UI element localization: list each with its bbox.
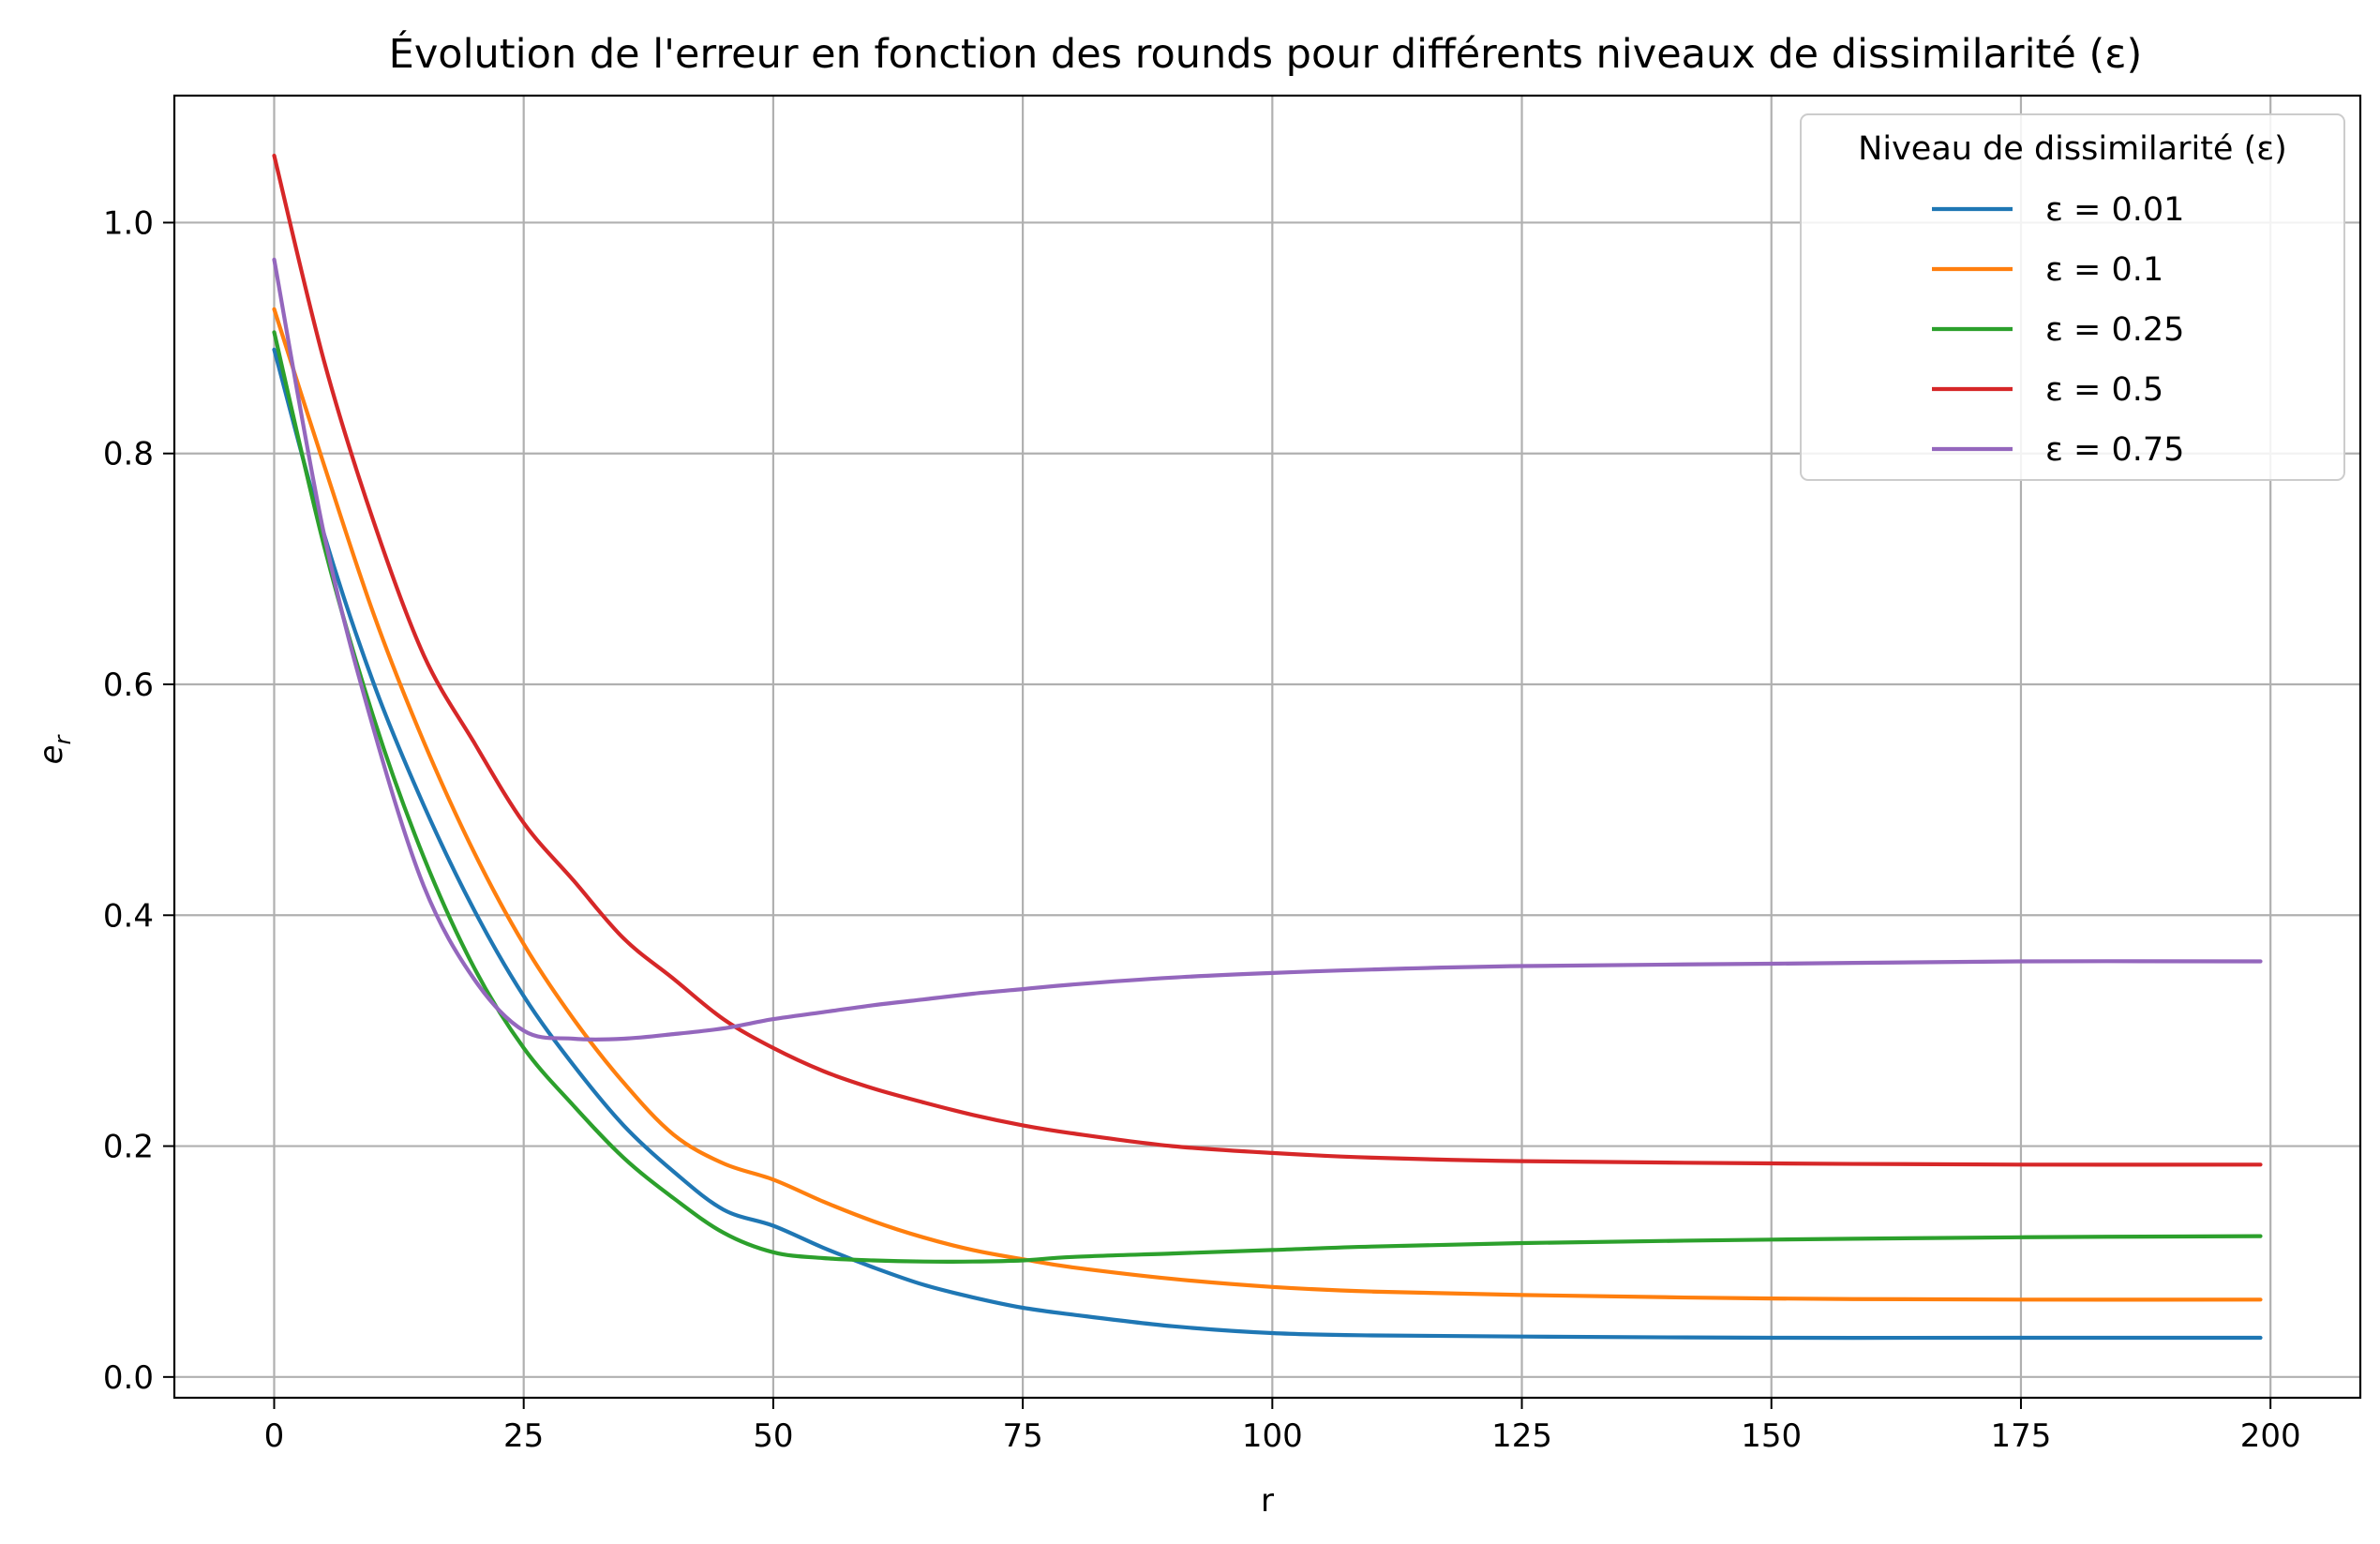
x-tick-label: 200 <box>2240 1417 2301 1455</box>
y-tick-label: 0.2 <box>103 1129 154 1166</box>
y-axis-label-subscript: r <box>50 733 76 744</box>
legend-label-1: ε = 0.01 <box>2045 191 2184 229</box>
x-axis-label: r <box>1261 1482 1274 1520</box>
series-line-5 <box>272 257 2263 1042</box>
x-tick-label: 150 <box>1741 1417 1802 1455</box>
axis-ticks: 0 25 50 75 100 125 150 175 200 0.0 0.2 0.4 0.6 0.8 1.0 <box>103 204 2301 1455</box>
y-tick-label: 1.0 <box>103 204 154 242</box>
chart-title: Évolution de l'erreur en fonction des ro… <box>389 30 2143 78</box>
x-tick-label: 50 <box>753 1417 793 1455</box>
y-tick-label: 0.6 <box>103 667 154 704</box>
series-line-1 <box>272 347 2263 1341</box>
legend-label-4: ε = 0.5 <box>2045 371 2163 409</box>
legend-label-2: ε = 0.1 <box>2045 251 2163 289</box>
series-line-2 <box>272 307 2263 1302</box>
legend-title: Niveau de dissimilarité (ε) <box>1858 130 2287 168</box>
x-tick-label: 125 <box>1491 1417 1552 1455</box>
x-tick-label: 175 <box>1991 1417 2052 1455</box>
legend-label-5: ε = 0.75 <box>2045 431 2184 469</box>
y-tick-label: 0.0 <box>103 1359 154 1397</box>
legend-label-3: ε = 0.25 <box>2045 311 2184 349</box>
y-axis-label-main: e <box>33 744 70 764</box>
x-tick-label: 75 <box>1002 1417 1042 1455</box>
legend-items: ε = 0.01 ε = 0.1 ε = 0.25 ε = 0.5 ε = 0.75 <box>1932 191 2184 469</box>
plot-frame <box>172 94 2362 1400</box>
x-tick-label: 100 <box>1242 1417 1303 1455</box>
x-tick-label: 25 <box>503 1417 544 1455</box>
series-line-4 <box>272 153 2263 1167</box>
y-tick-label: 0.4 <box>103 897 154 935</box>
y-tick-label: 0.8 <box>103 436 154 473</box>
x-tick-label: 0 <box>264 1417 285 1455</box>
series-line-3 <box>272 330 2263 1264</box>
legend: Niveau de dissimilarité (ε) ε = 0.01ε = … <box>1800 113 2345 481</box>
y-axis-label: er <box>33 733 76 764</box>
legend-box <box>1800 113 2345 481</box>
series-layer <box>272 153 2263 1341</box>
